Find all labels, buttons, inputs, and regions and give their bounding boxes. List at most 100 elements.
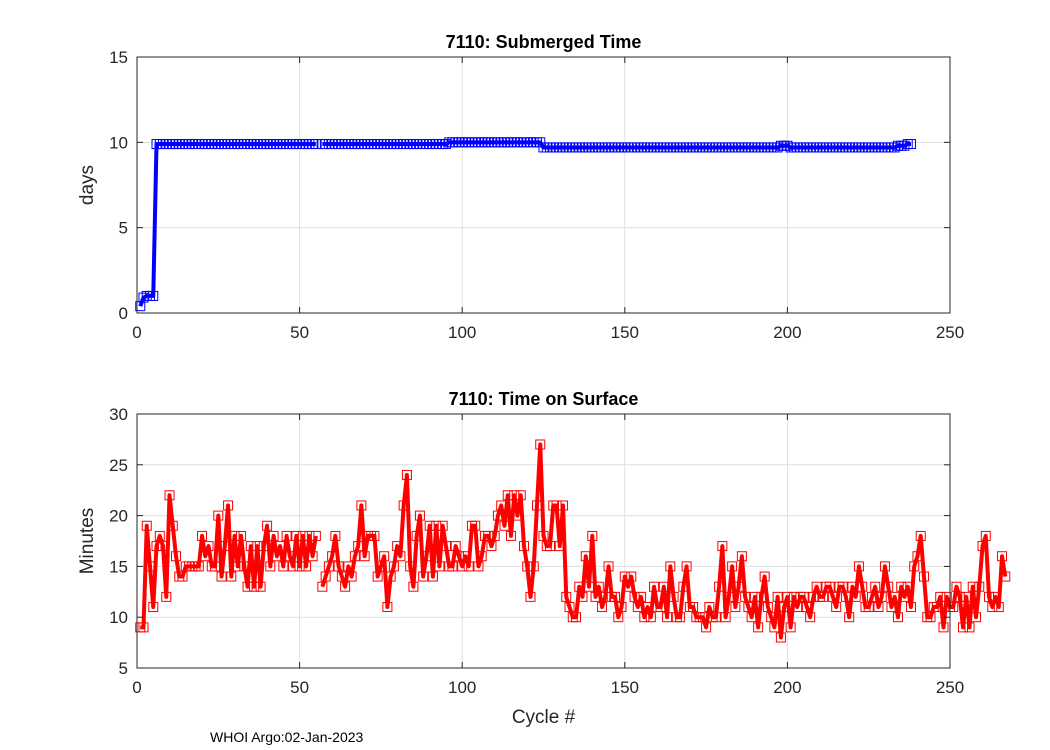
y-tick-label: 15 <box>109 48 128 67</box>
data-point-marker <box>151 541 162 552</box>
y-axis-label: days <box>77 165 98 205</box>
data-point-marker <box>967 581 978 592</box>
data-point-marker <box>460 551 471 562</box>
plot-area <box>137 57 950 313</box>
data-point-marker <box>440 541 451 552</box>
data-point-marker <box>401 469 412 480</box>
data-point-marker <box>665 561 676 572</box>
data-point-marker <box>440 139 451 150</box>
data-point-marker <box>782 591 793 602</box>
data-point-marker <box>951 581 962 592</box>
data-point-marker <box>626 571 637 582</box>
data-point-marker <box>912 551 923 562</box>
x-tick-label: 100 <box>448 678 476 697</box>
data-point-marker <box>870 581 881 592</box>
data-point-marker <box>340 581 351 592</box>
data-point-marker <box>889 591 900 602</box>
data-point-marker <box>255 581 266 592</box>
data-point-marker <box>577 591 588 602</box>
x-tick-label: 200 <box>773 678 801 697</box>
data-point-marker <box>297 530 308 541</box>
data-point-marker <box>984 591 995 602</box>
data-point-marker <box>281 530 292 541</box>
data-point-marker <box>688 602 699 613</box>
y-axis-label: Minutes <box>77 508 98 575</box>
data-point-marker <box>844 612 855 623</box>
data-point-marker <box>736 551 747 562</box>
data-point-marker <box>382 602 393 613</box>
data-point-marker <box>398 500 409 511</box>
y-tick-label: 20 <box>109 507 128 526</box>
data-point-marker <box>473 561 484 572</box>
data-point-marker <box>811 581 822 592</box>
data-point-marker <box>847 581 858 592</box>
data-point-marker <box>232 561 243 572</box>
data-point-marker <box>935 591 946 602</box>
data-point-marker <box>145 561 156 572</box>
data-point-marker <box>141 520 152 531</box>
data-point-marker <box>502 490 513 501</box>
data-point-marker <box>437 520 448 531</box>
x-tick-label: 250 <box>936 323 964 342</box>
data-point-marker <box>714 581 725 592</box>
data-point-marker <box>226 571 237 582</box>
data-point-marker <box>727 561 738 572</box>
data-point-marker <box>974 581 985 592</box>
data-point-marker <box>356 500 367 511</box>
x-tick-label: 250 <box>936 678 964 697</box>
x-tick-label: 50 <box>290 323 309 342</box>
data-point-marker <box>681 561 692 572</box>
data-point-marker <box>379 551 390 562</box>
data-point-marker <box>782 140 793 151</box>
data-point-marker <box>496 500 507 511</box>
data-point-marker <box>610 591 621 602</box>
data-point-marker <box>154 530 165 541</box>
data-point-marker <box>827 591 838 602</box>
data-point-marker <box>769 622 780 633</box>
data-point-marker <box>385 571 396 582</box>
data-point-marker <box>918 571 929 582</box>
data-point-marker <box>408 581 419 592</box>
data-point-marker <box>645 612 656 623</box>
data-point-marker <box>658 581 669 592</box>
data-point-marker <box>824 581 835 592</box>
data-point-marker <box>545 541 555 552</box>
data-point-marker <box>899 591 910 602</box>
data-point-marker <box>304 530 315 541</box>
data-point-marker <box>905 602 916 613</box>
data-point-marker <box>619 571 630 582</box>
data-point-marker <box>766 612 777 623</box>
data-point-marker <box>427 571 438 582</box>
y-tick-label: 10 <box>109 133 128 152</box>
x-tick-label: 0 <box>132 323 141 342</box>
data-point-marker <box>772 591 783 602</box>
data-point-marker <box>818 591 829 602</box>
data-point-marker <box>245 541 256 552</box>
series-line <box>140 493 318 630</box>
data-point-marker <box>639 612 650 623</box>
data-point-marker <box>353 541 364 552</box>
data-point-marker <box>857 581 868 592</box>
data-point-marker <box>704 602 715 613</box>
data-point-marker <box>772 142 783 153</box>
data-point-marker <box>307 551 318 562</box>
data-point-marker <box>584 581 595 592</box>
data-point-marker <box>476 551 487 562</box>
data-point-marker <box>759 571 770 582</box>
data-point-marker <box>649 581 660 592</box>
data-point-marker <box>571 612 582 623</box>
data-point-marker <box>317 581 328 592</box>
data-point-marker <box>905 139 916 150</box>
data-point-marker <box>515 490 526 501</box>
data-point-marker <box>158 541 169 552</box>
data-point-marker <box>486 541 497 552</box>
data-point-marker <box>336 571 347 582</box>
data-point-marker <box>723 591 734 602</box>
y-tick-label: 5 <box>119 659 128 678</box>
data-point-marker <box>623 581 634 592</box>
data-point-marker <box>138 292 149 303</box>
data-point-marker <box>271 551 282 562</box>
data-point-marker <box>997 551 1008 562</box>
data-point-marker <box>980 530 991 541</box>
data-point-marker <box>801 602 812 613</box>
